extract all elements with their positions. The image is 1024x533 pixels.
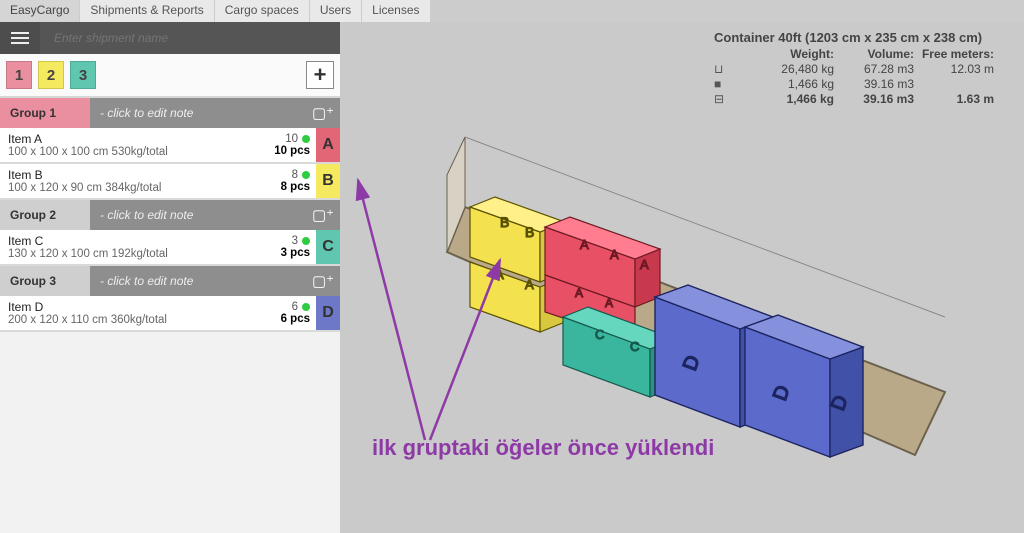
container-info: Container 40ft (1203 cm x 235 cm x 238 c… xyxy=(714,30,1014,106)
nav-tab-shipments[interactable]: Shipments & Reports xyxy=(80,0,214,22)
shipment-tab-2[interactable]: 2 xyxy=(38,61,64,89)
item-name: Item D xyxy=(8,300,254,314)
nav-tab-cargospaces[interactable]: Cargo spaces xyxy=(215,0,310,22)
tot-volume: 39.16 m3 xyxy=(834,92,914,106)
ld-weight: 1,466 kg xyxy=(744,77,834,91)
group-box-icon[interactable]: ▢⁺ xyxy=(306,206,340,224)
ld-volume: 39.16 m3 xyxy=(834,77,914,91)
nav-tab-licenses[interactable]: Licenses xyxy=(362,0,430,22)
item-color-badge[interactable]: D xyxy=(316,296,340,330)
group-header[interactable]: Group 1- click to edit note▢⁺ xyxy=(0,98,340,128)
item-count: 3 xyxy=(292,235,298,247)
container-drawing: B B A A A A A A A xyxy=(445,167,985,467)
container-title: Container 40ft (1203 cm x 235 cm x 238 c… xyxy=(714,30,1014,45)
item-pcs: 3 pcs xyxy=(281,247,310,259)
status-dot-icon xyxy=(302,303,310,311)
tot-weight: 1,466 kg xyxy=(744,92,834,106)
cap-volume: 67.28 m3 xyxy=(834,62,914,76)
svg-text:A: A xyxy=(575,286,583,300)
shipment-name-input[interactable] xyxy=(40,31,340,45)
shipment-tab-3[interactable]: 3 xyxy=(70,61,96,89)
item-spec: 100 x 120 x 90 cm 384kg/total xyxy=(8,182,254,194)
item-color-badge[interactable]: A xyxy=(316,128,340,162)
shipment-tabs-row: 1 2 3 + xyxy=(0,54,340,98)
item-name: Item A xyxy=(8,132,254,146)
item-row[interactable]: Item C130 x 120 x 100 cm 192kg/total 33 p… xyxy=(0,230,340,266)
status-dot-icon xyxy=(302,135,310,143)
capacity-icon: ⊔ xyxy=(714,62,744,76)
item-color-badge[interactable]: C xyxy=(316,230,340,264)
group-header[interactable]: Group 3- click to edit note▢⁺ xyxy=(0,266,340,296)
group-label: Group 2 xyxy=(0,200,90,230)
svg-text:B: B xyxy=(525,224,534,240)
group-label: Group 1 xyxy=(0,98,90,128)
shipment-tab-1[interactable]: 1 xyxy=(6,61,32,89)
left-panel: 1 2 3 + Group 1- click to edit note▢⁺Ite… xyxy=(0,22,340,533)
group-note[interactable]: - click to edit note xyxy=(90,106,306,120)
cap-free: 12.03 m xyxy=(914,62,994,76)
item-pcs: 10 pcs xyxy=(274,145,310,157)
svg-text:A: A xyxy=(640,257,649,272)
item-pcs: 6 pcs xyxy=(281,313,310,325)
item-row[interactable]: Item A100 x 100 x 100 cm 530kg/total 1010… xyxy=(0,128,340,164)
group-header[interactable]: Group 2- click to edit note▢⁺ xyxy=(0,200,340,230)
nav-brand[interactable]: EasyCargo xyxy=(0,0,80,22)
item-spec: 100 x 100 x 100 cm 530kg/total xyxy=(8,146,254,158)
item-spec: 200 x 120 x 110 cm 360kg/total xyxy=(8,314,254,326)
item-count: 8 xyxy=(292,169,298,181)
ld-free xyxy=(914,77,994,91)
svg-text:A: A xyxy=(495,267,504,282)
tot-free: 1.63 m xyxy=(914,92,994,106)
svg-text:A: A xyxy=(610,247,619,262)
group-box-icon[interactable]: ▢⁺ xyxy=(306,104,340,122)
svg-text:A: A xyxy=(580,237,589,252)
item-name: Item B xyxy=(8,168,254,182)
hdr-free: Free meters: xyxy=(914,47,994,61)
pallet-icon: ⊟ xyxy=(714,92,744,106)
group-note[interactable]: - click to edit note xyxy=(90,208,306,222)
item-pcs: 8 pcs xyxy=(281,181,310,193)
group-note[interactable]: - click to edit note xyxy=(90,274,306,288)
svg-text:A: A xyxy=(525,277,534,292)
group-box-icon[interactable]: ▢⁺ xyxy=(306,272,340,290)
status-dot-icon xyxy=(302,171,310,179)
item-name: Item C xyxy=(8,234,254,248)
loaded-icon: ■ xyxy=(714,77,744,91)
item-color-badge[interactable]: B xyxy=(316,164,340,198)
item-row[interactable]: Item B100 x 120 x 90 cm 384kg/total 88 pc… xyxy=(0,164,340,200)
cap-weight: 26,480 kg xyxy=(744,62,834,76)
hdr-volume: Volume: xyxy=(834,47,914,61)
add-shipment-button[interactable]: + xyxy=(306,61,334,89)
svg-text:C: C xyxy=(630,339,639,354)
nav-tab-users[interactable]: Users xyxy=(310,0,362,22)
svg-text:A: A xyxy=(605,296,613,310)
group-label: Group 3 xyxy=(0,266,90,296)
annotation-text: ilk gruptaki öğeler önce yüklendi xyxy=(372,435,714,461)
svg-text:C: C xyxy=(595,327,604,342)
top-nav: EasyCargo Shipments & Reports Cargo spac… xyxy=(0,0,1024,22)
menu-icon[interactable] xyxy=(0,22,40,54)
svg-text:B: B xyxy=(500,214,509,230)
status-dot-icon xyxy=(302,237,310,245)
item-spec: 130 x 120 x 100 cm 192kg/total xyxy=(8,248,254,260)
search-bar xyxy=(0,22,340,54)
item-count: 10 xyxy=(285,133,298,145)
item-count: 6 xyxy=(292,301,298,313)
item-row[interactable]: Item D200 x 120 x 110 cm 360kg/total 66 p… xyxy=(0,296,340,332)
hdr-weight: Weight: xyxy=(744,47,834,61)
